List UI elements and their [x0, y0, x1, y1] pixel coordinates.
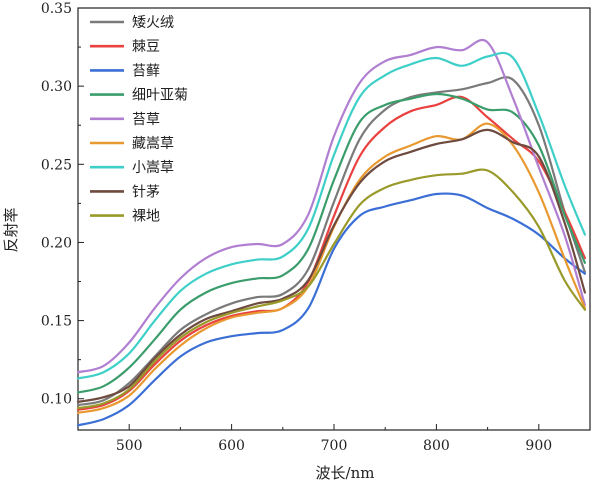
series-line-8	[76, 168, 586, 410]
x-tick-label: 500	[116, 438, 143, 454]
series-line-2	[76, 192, 586, 427]
legend-label: 小嵩草	[132, 160, 174, 176]
legend-label: 苔草	[132, 111, 160, 128]
series-line-4	[76, 38, 586, 374]
legend-label: 针茅	[132, 184, 160, 200]
y-tick-label: 0.25	[41, 157, 72, 173]
legend-label: 棘豆	[132, 39, 160, 55]
series-line-6	[76, 51, 586, 380]
legend-label: 裸地	[132, 209, 160, 225]
x-tick-label: 700	[321, 438, 348, 454]
legend-label: 矮火绒	[132, 15, 174, 31]
series-layer	[76, 38, 586, 427]
y-tick-label: 0.20	[41, 235, 72, 251]
series-line-1	[76, 95, 586, 411]
axes: 500 600 700 800 900 0.10 0.15 0.20 0.25 0.30 0.35	[41, 1, 591, 454]
legend-label: 细叶亚菊	[132, 88, 188, 104]
y-tick-label: 0.10	[41, 392, 72, 408]
y-tick-label: 0.15	[41, 314, 72, 330]
series-line-0	[76, 76, 586, 407]
x-tick-label: 600	[218, 438, 245, 454]
series-line-3	[76, 92, 586, 394]
series-line-7	[76, 128, 586, 403]
x-tick-label: 800	[423, 438, 450, 454]
legend-label: 苔藓	[132, 62, 160, 79]
x-tick-label: 900	[525, 438, 552, 454]
legend-label: 藏嵩草	[132, 136, 174, 152]
y-tick-label: 0.35	[41, 1, 72, 17]
y-axis-title: 反射率	[2, 207, 20, 252]
y-tick-label: 0.30	[41, 79, 72, 95]
x-axis-title: 波长/nm	[316, 464, 375, 482]
